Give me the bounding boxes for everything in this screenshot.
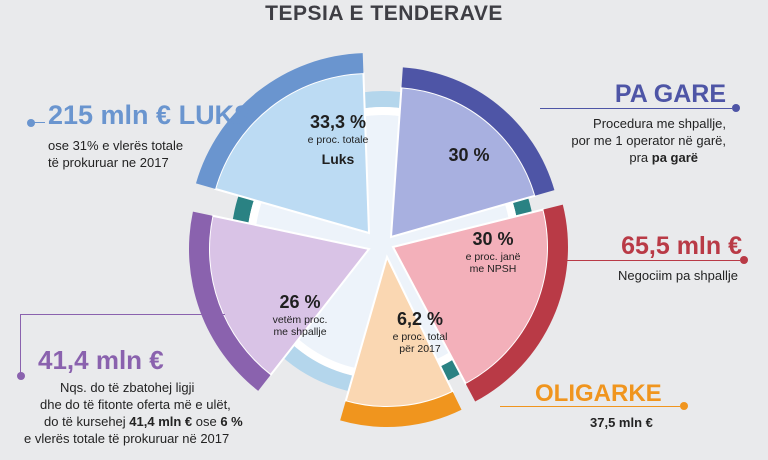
slice-band-oligarke <box>340 391 462 428</box>
slice-band-negociim <box>465 204 568 402</box>
pa-gare-connector-line <box>540 108 732 109</box>
pa-gare-headline: PA GARE <box>614 80 726 108</box>
slice-value-label-oligarke: 6,2 % <box>397 309 443 329</box>
luks-desc-line-1: ose 31% e vlerës totale <box>48 138 184 153</box>
luks-connector-line <box>33 122 45 123</box>
pa-gare-marker-dot <box>732 104 740 112</box>
slice-band-pa_gare <box>401 67 555 196</box>
shpallje-desc-line-3-bold2: 6 % <box>220 414 243 429</box>
negociim-connector-line <box>560 260 740 261</box>
slice-extra-label-luks: Luks <box>322 151 355 167</box>
oligarke-marker-dot <box>680 402 688 410</box>
slice-shpallje <box>208 214 371 377</box>
negociim-desc-line-1: Negociim pa shpallje <box>618 268 738 283</box>
slice-sub-label-oligarke-2: për 2017 <box>399 343 441 355</box>
slice-value-label-negociim: 30 % <box>472 229 513 249</box>
slice-sub-label-luks-1: e proc. totale <box>308 134 369 146</box>
shpallje-desc-line-3-mid: ose <box>192 414 221 429</box>
shpallje-desc-line-4: e vlerës totale të prokuruar në 2017 <box>24 431 230 446</box>
slice-oligarke <box>344 254 455 408</box>
luks-desc-line-2: të prokuruar ne 2017 <box>48 155 169 170</box>
shpallje-connector-line <box>20 314 225 315</box>
oligarke-value: 37,5 mln € <box>590 415 653 430</box>
pa-gare-desc-line-2: por me 1 operator në garë, <box>571 133 726 148</box>
page-title: TEPSIA E TENDERAVE <box>265 2 503 25</box>
slice-value-label-pa_gare: 30 % <box>448 145 489 165</box>
slice-band-shpallje <box>189 211 271 391</box>
shpallje-desc-line-3: do të kursehej 41,4 mln € ose 6 % <box>44 414 243 430</box>
pa-gare-desc-line-1: Procedura me shpallje, <box>593 116 726 131</box>
slice-band-luks <box>195 53 364 189</box>
pa-gare-desc-line-3-pre: pra <box>629 150 652 165</box>
shpallje-desc-line-3-bold1: 41,4 mln € <box>129 414 193 429</box>
shpallje-headline: 41,4 mln € <box>38 345 164 375</box>
oligarke-headline: OLIGARKE <box>535 380 662 407</box>
luks-headline: 215 mln € LUKS <box>48 100 253 130</box>
shpallje-marker-dot <box>17 372 25 380</box>
shpallje-desc-line-2: dhe do të fitonte oferta më e ulët, <box>40 397 231 412</box>
slice-value-label-shpallje: 26 % <box>279 292 320 312</box>
negociim-headline: 65,5 mln € <box>621 232 742 260</box>
pa-gare-desc-line-3: pra pa garë <box>629 150 698 166</box>
slice-sub-label-shpallje-2: me shpallje <box>273 326 326 338</box>
slice-sub-label-negociim-1: e proc. janë <box>466 251 521 263</box>
oligarke-connector-line <box>500 406 680 407</box>
negociim-marker-dot <box>740 256 748 264</box>
shpallje-desc-line-3-pre: do të kursehej <box>44 414 130 429</box>
shpallje-desc-line-1: Nqs. do të zbatohej ligji <box>60 380 195 395</box>
slice-sub-label-negociim-2: me NPSH <box>470 263 517 275</box>
slice-sub-label-shpallje-1: vetëm proc. <box>273 314 328 326</box>
slice-sub-label-oligarke-1: e proc. total <box>393 331 448 343</box>
shpallje-connector-vertical <box>20 314 21 374</box>
slice-value-label-luks: 33,3 % <box>310 112 366 132</box>
pa-gare-desc-line-3-bold: pa garë <box>651 150 698 165</box>
luks-marker-dot <box>27 119 35 127</box>
